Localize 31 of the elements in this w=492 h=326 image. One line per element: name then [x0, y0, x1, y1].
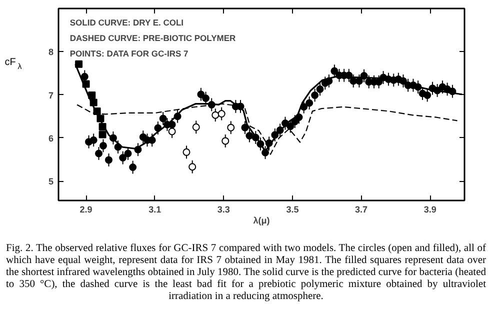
annotation: DASHED CURVE: PRE-BIOTIC POLYMER	[70, 33, 236, 44]
point	[218, 110, 226, 118]
x-tick-label: 3.1	[148, 204, 162, 214]
point	[182, 148, 190, 156]
y-tick-label: 8	[48, 47, 54, 58]
x-tick-label: 2.9	[80, 204, 92, 214]
point	[75, 60, 83, 68]
x-tick-label: 3.3	[217, 204, 230, 214]
caption: Fig. 2. The observed relative fluxes for GC-IRS 7 compared with two models. The circles (open and filled), all of which have equal weight, represent data for IRS 7 obtained in May 1981. The filled squares represent data over the shortest infrared wavelengths obtained in July 1980. The solid curve is the predicted curve for bacteria (heated to 350 °C), the dashed curve is the least bad fit for a prebiotic polymeric mixture obtained by ultraviolet irradiation in a reducing atmosphere.	[6, 243, 486, 303]
x-tick-label: 3.7	[355, 204, 368, 214]
annotation: SOLID CURVE: DRY E. COLI	[70, 18, 184, 28]
point	[93, 107, 101, 115]
x-tick-label: 3.9	[424, 204, 436, 214]
point	[98, 130, 106, 138]
point	[227, 124, 235, 132]
annotation: POINTS: DATA FOR GC-IRS 7	[70, 48, 189, 58]
y-tick-label: 5	[48, 176, 54, 187]
point	[98, 122, 106, 130]
y-tick-label: 6	[48, 133, 54, 144]
point	[88, 91, 96, 99]
point	[192, 123, 200, 131]
point	[168, 128, 176, 136]
y-tick-label: 7	[48, 90, 54, 100]
point	[222, 137, 230, 145]
x-tick-label: 3.5	[286, 204, 299, 214]
x-axis-title: λ(μ)	[253, 216, 270, 226]
point	[188, 163, 196, 171]
point	[212, 111, 220, 119]
point	[82, 80, 90, 88]
point	[90, 98, 98, 106]
point	[96, 114, 104, 122]
